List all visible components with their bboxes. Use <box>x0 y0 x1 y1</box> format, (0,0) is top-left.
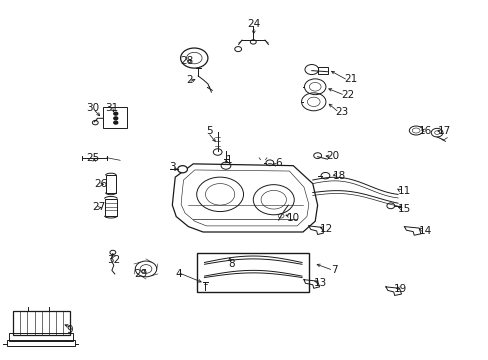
Text: 24: 24 <box>247 19 260 29</box>
Text: 13: 13 <box>313 278 326 288</box>
Circle shape <box>114 117 118 120</box>
Text: 4: 4 <box>175 269 182 279</box>
Text: 9: 9 <box>66 325 73 335</box>
Text: 18: 18 <box>332 171 346 181</box>
Text: 26: 26 <box>94 179 107 189</box>
Text: 25: 25 <box>86 153 100 163</box>
Text: 1: 1 <box>225 155 232 165</box>
Bar <box>105 175 116 193</box>
Bar <box>317 67 328 74</box>
Text: 11: 11 <box>397 186 410 197</box>
Text: 31: 31 <box>105 103 118 113</box>
Bar <box>196 253 308 292</box>
Text: 17: 17 <box>437 126 450 135</box>
Text: 27: 27 <box>92 202 105 212</box>
Bar <box>6 340 75 346</box>
Bar <box>13 311 70 335</box>
Text: 10: 10 <box>286 213 299 222</box>
Text: 28: 28 <box>180 56 193 66</box>
Text: 32: 32 <box>107 255 120 265</box>
Circle shape <box>177 166 187 173</box>
Text: 22: 22 <box>341 90 354 100</box>
Bar <box>103 107 127 128</box>
Text: 20: 20 <box>326 150 339 161</box>
Text: 16: 16 <box>418 126 431 135</box>
Text: 29: 29 <box>134 269 147 279</box>
Text: 3: 3 <box>169 162 176 172</box>
Bar <box>104 199 117 216</box>
Circle shape <box>114 121 118 124</box>
Text: 30: 30 <box>85 103 99 113</box>
Text: 19: 19 <box>393 284 407 294</box>
Text: 2: 2 <box>186 75 193 85</box>
Text: 6: 6 <box>275 158 282 168</box>
Circle shape <box>234 46 241 51</box>
Text: 7: 7 <box>331 265 337 275</box>
Text: 15: 15 <box>397 204 410 215</box>
Bar <box>9 333 73 341</box>
Circle shape <box>114 112 118 115</box>
Text: 12: 12 <box>319 225 332 234</box>
Text: 8: 8 <box>227 259 234 269</box>
Text: 5: 5 <box>205 126 212 135</box>
Text: 23: 23 <box>335 107 348 117</box>
Text: 14: 14 <box>418 226 431 236</box>
Text: 21: 21 <box>344 74 357 84</box>
